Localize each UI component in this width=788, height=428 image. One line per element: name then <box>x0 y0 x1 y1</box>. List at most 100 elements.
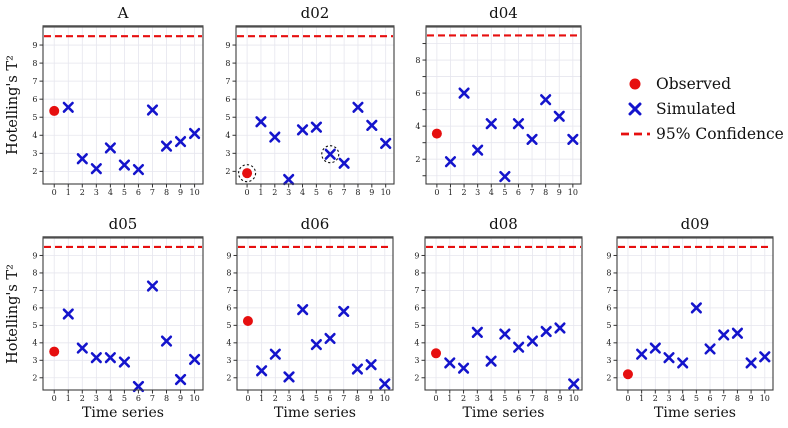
y-tick-label: 6 <box>414 304 419 313</box>
y-tick-label: 7 <box>32 286 37 295</box>
x-tick-label: 10 <box>568 188 578 197</box>
simulated-marker <box>338 157 350 169</box>
y-tick-label: 2 <box>415 155 420 164</box>
y-tick-label: 2 <box>32 167 37 176</box>
observed-marker <box>242 315 253 326</box>
x-tick-label: 10 <box>381 188 391 197</box>
x-tick-label: 7 <box>150 188 155 197</box>
simulated-marker <box>690 302 702 314</box>
y-tick-label: 5 <box>32 113 37 122</box>
simulated-marker <box>663 352 675 364</box>
y-tick-label: 7 <box>606 286 611 295</box>
y-tick-label: 2 <box>226 374 231 383</box>
x-tick-label: 2 <box>80 394 85 403</box>
simulated-marker <box>310 338 322 351</box>
simulated-marker <box>457 362 470 374</box>
simulated-marker <box>512 118 525 130</box>
legend-label-observed: Observed <box>656 74 732 93</box>
simulated-marker <box>553 110 565 122</box>
simulated-marker <box>677 357 689 369</box>
x-tick-label: 5 <box>122 394 127 403</box>
y-tick-label: 3 <box>32 356 37 365</box>
y-tick-label: 8 <box>415 56 420 65</box>
y-tick-label: 3 <box>606 356 611 365</box>
simulated-marker <box>324 148 336 160</box>
y-tick-label: 9 <box>226 251 231 260</box>
y-tick-label: 6 <box>415 89 420 98</box>
y-tick-label: 8 <box>32 269 37 278</box>
simulated-marker <box>365 359 377 371</box>
x-tick-label: 0 <box>625 394 630 403</box>
y-tick-label: 6 <box>226 304 231 313</box>
annotation-circle <box>321 145 340 164</box>
x-tick-label: 7 <box>150 394 155 403</box>
x-tick-label: 8 <box>164 188 169 197</box>
y-tick-label: 4 <box>414 339 419 348</box>
x-tick-label: 3 <box>475 188 480 197</box>
x-tick-label: 1 <box>448 188 453 197</box>
y-tick-label: 3 <box>226 356 231 365</box>
y-tick-label: 9 <box>225 41 230 50</box>
annotation-circle <box>238 164 257 183</box>
x-tick-label: 10 <box>189 394 199 403</box>
simulated-marker <box>62 101 74 113</box>
legend-item-confidence: 95% Confidence <box>620 122 784 145</box>
x-tick-label: 1 <box>259 394 264 403</box>
y-tick-label: 4 <box>225 131 230 140</box>
x-tick-label: 7 <box>530 188 535 197</box>
subplot-title: d06 <box>301 215 330 233</box>
y-tick-label: 7 <box>226 286 231 295</box>
x-tick-label: 3 <box>475 394 480 403</box>
x-tick-label: 4 <box>489 394 494 403</box>
x-tick-label: 6 <box>516 188 521 197</box>
simulated-marker <box>649 342 661 354</box>
simulated-marker <box>485 355 497 367</box>
simulated-marker <box>540 94 552 106</box>
y-tick-label: 9 <box>414 251 419 260</box>
y-tick-label: 8 <box>32 59 37 68</box>
simulated-marker <box>636 348 648 360</box>
x-tick-label: 3 <box>94 188 99 197</box>
simulated-marker <box>485 118 497 130</box>
simulated-marker <box>472 144 484 156</box>
simulated-marker <box>513 341 525 353</box>
simulated-marker <box>90 163 102 175</box>
x-tick-label: 1 <box>66 188 71 197</box>
x-tick-label: 7 <box>341 394 346 403</box>
x-axis-label: Time series <box>274 405 356 421</box>
simulated-marker <box>160 140 173 152</box>
x-axis-label: Time series <box>654 405 736 421</box>
subplot-title: d02 <box>301 4 330 22</box>
y-tick-label: 5 <box>32 321 37 330</box>
simulated-marker <box>90 352 102 364</box>
simulated-marker <box>146 104 159 116</box>
simulated-marker <box>146 280 159 292</box>
y-tick-label: 8 <box>225 59 230 68</box>
simulated-marker <box>188 353 201 366</box>
y-tick-label: 2 <box>32 374 37 383</box>
x-tick-label: 0 <box>245 394 250 403</box>
simulated-marker <box>188 127 201 140</box>
x-tick-label: 2 <box>653 394 658 403</box>
x-tick-label: 2 <box>80 188 85 197</box>
x-tick-label: 6 <box>136 188 141 197</box>
simulated-marker <box>745 357 757 369</box>
y-tick-label: 6 <box>32 304 37 313</box>
simulated-marker <box>132 163 145 176</box>
x-tick-label: 1 <box>447 394 452 403</box>
simulated-marker <box>132 380 145 393</box>
y-tick-label: 8 <box>414 269 419 278</box>
x-tick-label: 2 <box>273 394 278 403</box>
x-tick-label: 9 <box>369 188 374 197</box>
y-tick-label: 2 <box>606 374 611 383</box>
y-tick-label: 8 <box>226 269 231 278</box>
simulated-marker <box>351 363 364 375</box>
y-tick-label: 4 <box>32 339 37 348</box>
simulated-marker <box>160 335 173 347</box>
observed-marker <box>242 168 253 179</box>
